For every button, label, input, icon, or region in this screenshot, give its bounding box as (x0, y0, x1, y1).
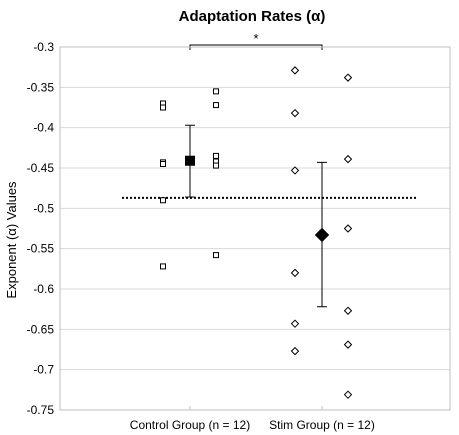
mean-marker (314, 227, 330, 243)
data-point (160, 160, 166, 167)
data-point (213, 162, 219, 169)
x-tick-label: Control Group (n = 12) (130, 418, 250, 432)
y-tick-label: -0.65 (27, 322, 55, 336)
data-point (213, 152, 219, 159)
data-point (343, 224, 353, 233)
significance-label: * (253, 31, 258, 46)
data-point (213, 102, 219, 109)
data-point (213, 252, 219, 259)
data-point (343, 390, 353, 399)
data-point (343, 340, 353, 349)
chart-title: Adaptation Rates (α) (179, 8, 326, 25)
y-tick-label: -0.4 (33, 121, 54, 135)
axis-layer: -0.3 -0.35 -0.4 -0.45 -0.5 -0.55 -0.6 -0.65 -0.7… (27, 40, 451, 432)
y-tick-label: -0.5 (33, 201, 54, 215)
data-point (343, 73, 353, 82)
data-point (160, 197, 166, 204)
plot-layer: * (122, 31, 416, 399)
data-point (290, 108, 300, 118)
y-tick-label: -0.3 (33, 40, 54, 54)
y-tick-label: -0.6 (33, 282, 54, 296)
y-tick-label: -0.45 (27, 161, 55, 175)
data-point (290, 66, 300, 75)
data-point (343, 154, 353, 164)
data-point (290, 166, 300, 175)
y-tick-label: -0.75 (27, 403, 55, 417)
y-tick-label: -0.35 (27, 80, 55, 94)
data-point (290, 319, 300, 328)
y-tick-label: -0.7 (33, 363, 54, 377)
mean-marker (185, 155, 195, 166)
data-point (290, 346, 300, 356)
plot-frame (59, 46, 451, 411)
data-point (160, 263, 166, 270)
x-tick-label: Stim Group (n = 12) (269, 418, 375, 432)
data-point (213, 88, 219, 95)
y-axis-title: Exponent (α) Values (4, 181, 19, 299)
y-tick-label: -0.55 (27, 242, 55, 256)
data-point (290, 268, 300, 278)
data-point (343, 306, 353, 315)
data-point (160, 104, 166, 111)
grid-layer (60, 46, 450, 411)
